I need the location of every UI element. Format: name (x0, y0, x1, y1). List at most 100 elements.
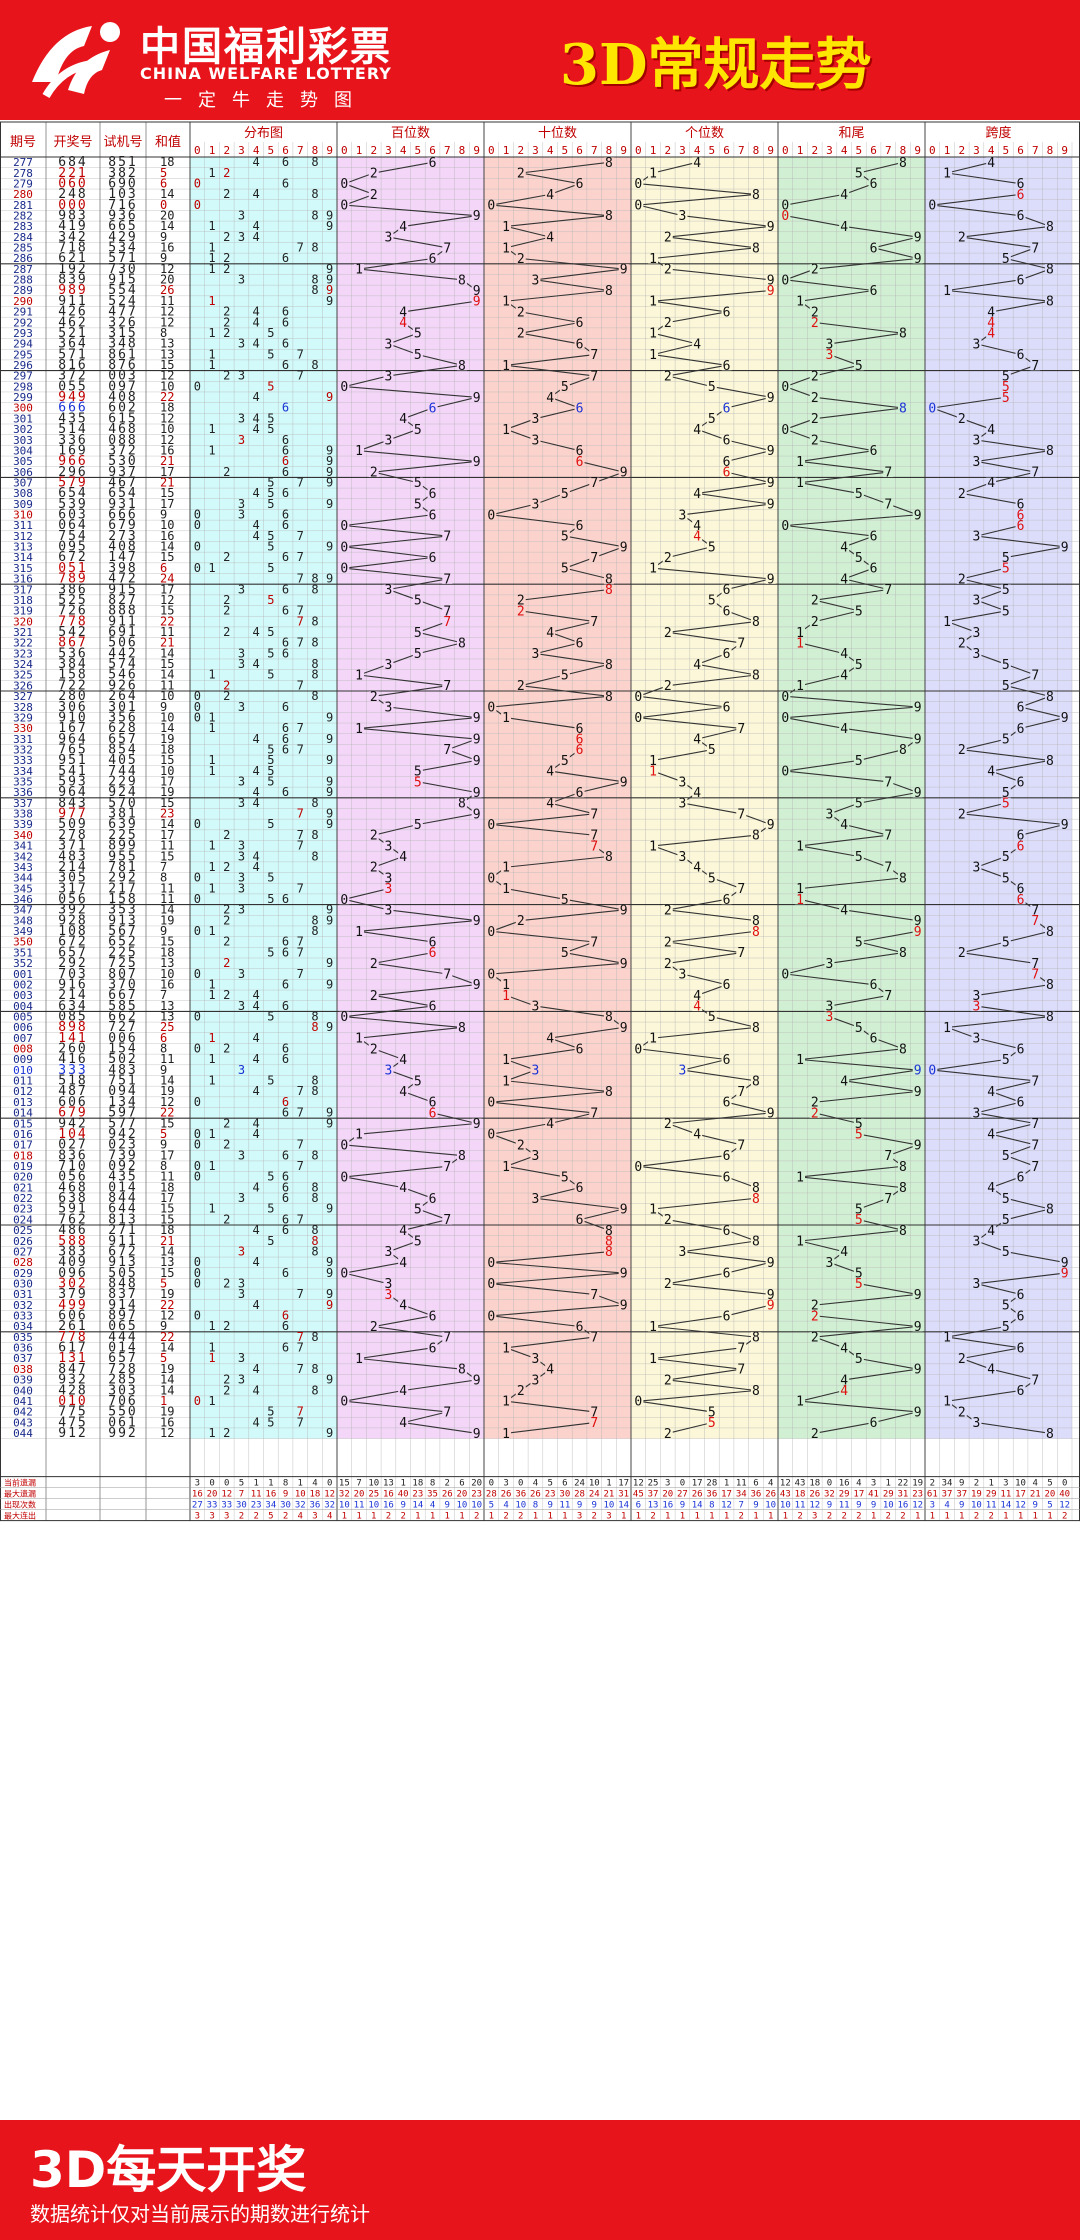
trend-mark-bg (339, 178, 350, 189)
stats-value: 8 (430, 1478, 435, 1488)
trend-digit: 0 (928, 199, 936, 214)
trend-digit: 7 (884, 775, 892, 790)
trend-mark-bg (603, 285, 614, 296)
trend-digit: 5 (855, 1352, 863, 1367)
trend-digit: 2 (664, 1427, 672, 1442)
draw-number: 775 (58, 1405, 87, 1420)
stats-value: 1 (606, 1478, 611, 1488)
distribution-digit: 0 (194, 924, 201, 938)
test-number: 652 (108, 935, 137, 950)
trend-digit: 0 (781, 690, 789, 705)
test-number: 003 (108, 369, 137, 384)
draw-number: 867 (58, 636, 87, 651)
trend-digit: 6 (429, 551, 437, 566)
distribution-digit: 2 (223, 903, 230, 917)
distribution-digit: 7 (297, 347, 304, 361)
trend-digit: 2 (664, 626, 672, 641)
issue-number: 018 (13, 1149, 33, 1162)
trend-digit: 7 (1031, 968, 1039, 983)
trend-digit: 7 (1031, 1074, 1039, 1089)
test-number: 690 (108, 176, 137, 191)
distribution-digit: 4 (253, 518, 260, 532)
stats-value: 1 (298, 1478, 303, 1488)
test-number: 429 (108, 230, 137, 245)
trend-digit: 8 (899, 1224, 907, 1239)
trend-digit: 1 (502, 978, 510, 993)
distribution-digit: 4 (253, 732, 260, 746)
distribution-digit: 7 (297, 550, 304, 564)
trend-mark-bg (677, 1065, 688, 1076)
sum-value: 8 (160, 1159, 167, 1173)
trend-digit: 1 (355, 263, 363, 278)
draw-number: 426 (58, 305, 87, 320)
distribution-digit: 7 (297, 475, 304, 489)
digit-header: 1 (356, 144, 363, 157)
test-number: 691 (108, 625, 137, 640)
distribution-digit: 0 (194, 700, 201, 714)
trend-mark-bg (662, 317, 673, 328)
sum-value: 8 (160, 326, 167, 340)
issue-number: 340 (13, 829, 33, 842)
group-header: 十位数 (538, 126, 577, 141)
trend-mark-bg (530, 1065, 541, 1076)
stats-value: 17 (853, 1489, 864, 1499)
distribution-digit: 5 (267, 486, 274, 500)
stats-value: 1 (886, 1478, 891, 1488)
sum-value: 7 (160, 988, 167, 1002)
trend-mark-bg (515, 595, 526, 606)
trend-digit: 1 (502, 1341, 510, 1356)
trend-mark-bg (559, 669, 570, 680)
trend-mark-bg (354, 1033, 365, 1044)
distribution-digit: 8 (311, 1244, 318, 1258)
distribution-digit: 8 (311, 1020, 318, 1034)
trend-digit: 3 (532, 1149, 540, 1164)
draw-number: 911 (58, 294, 87, 309)
trend-digit: 9 (473, 978, 481, 993)
trend-digit: 5 (561, 562, 569, 577)
distribution-digit: 8 (311, 796, 318, 810)
distribution-digit: 8 (311, 1009, 318, 1023)
stats-value: 34 (736, 1489, 747, 1499)
draw-number: 638 (58, 1191, 87, 1206)
distribution-digit: 1 (208, 1159, 215, 1173)
trend-digit: 5 (1002, 1245, 1010, 1260)
distribution-digit: 1 (208, 710, 215, 724)
sum-value: 15 (160, 550, 174, 564)
issue-number: 044 (13, 1427, 33, 1440)
trend-mark-bg (545, 1118, 556, 1129)
trend-digit: 1 (796, 476, 804, 491)
trend-digit: 6 (870, 978, 878, 993)
distribution-digit: 2 (223, 860, 230, 874)
draw-number: 010 (58, 1394, 87, 1409)
trend-digit: 5 (1002, 604, 1010, 619)
draw-number: 542 (58, 625, 87, 640)
distribution-digit: 2 (223, 1042, 230, 1056)
test-number: 103 (108, 187, 137, 202)
draw-number: 131 (58, 1351, 87, 1366)
distribution-digit: 8 (311, 283, 318, 297)
trend-digit: 8 (605, 583, 613, 598)
trend-mark-bg (427, 402, 438, 413)
trend-mark-bg (530, 413, 541, 424)
distribution-digit: 5 (267, 1405, 274, 1419)
trend-digit: 7 (884, 1192, 892, 1207)
distribution-digit: 1 (208, 166, 215, 180)
distribution-digit: 9 (326, 208, 333, 222)
trend-digit: 5 (708, 1010, 716, 1025)
trend-digit: 8 (899, 327, 907, 342)
trend-digit: 1 (502, 1427, 510, 1442)
issue-number: 021 (13, 1181, 33, 1194)
trend-mark-bg (750, 830, 761, 841)
trend-mark-bg (398, 1086, 409, 1097)
stats-value: 5 (239, 1478, 244, 1488)
test-number: 554 (108, 283, 137, 298)
distribution-digit: 7 (297, 1405, 304, 1419)
trend-digit: 2 (958, 636, 966, 651)
trend-mark-bg (618, 958, 629, 969)
draw-number: 710 (58, 1159, 87, 1174)
stats-value: 10 (589, 1478, 600, 1488)
issue-number: 315 (13, 562, 33, 575)
trend-digit: 8 (899, 871, 907, 886)
group-header: 和尾 (838, 126, 864, 141)
distribution-digit: 0 (194, 176, 201, 190)
